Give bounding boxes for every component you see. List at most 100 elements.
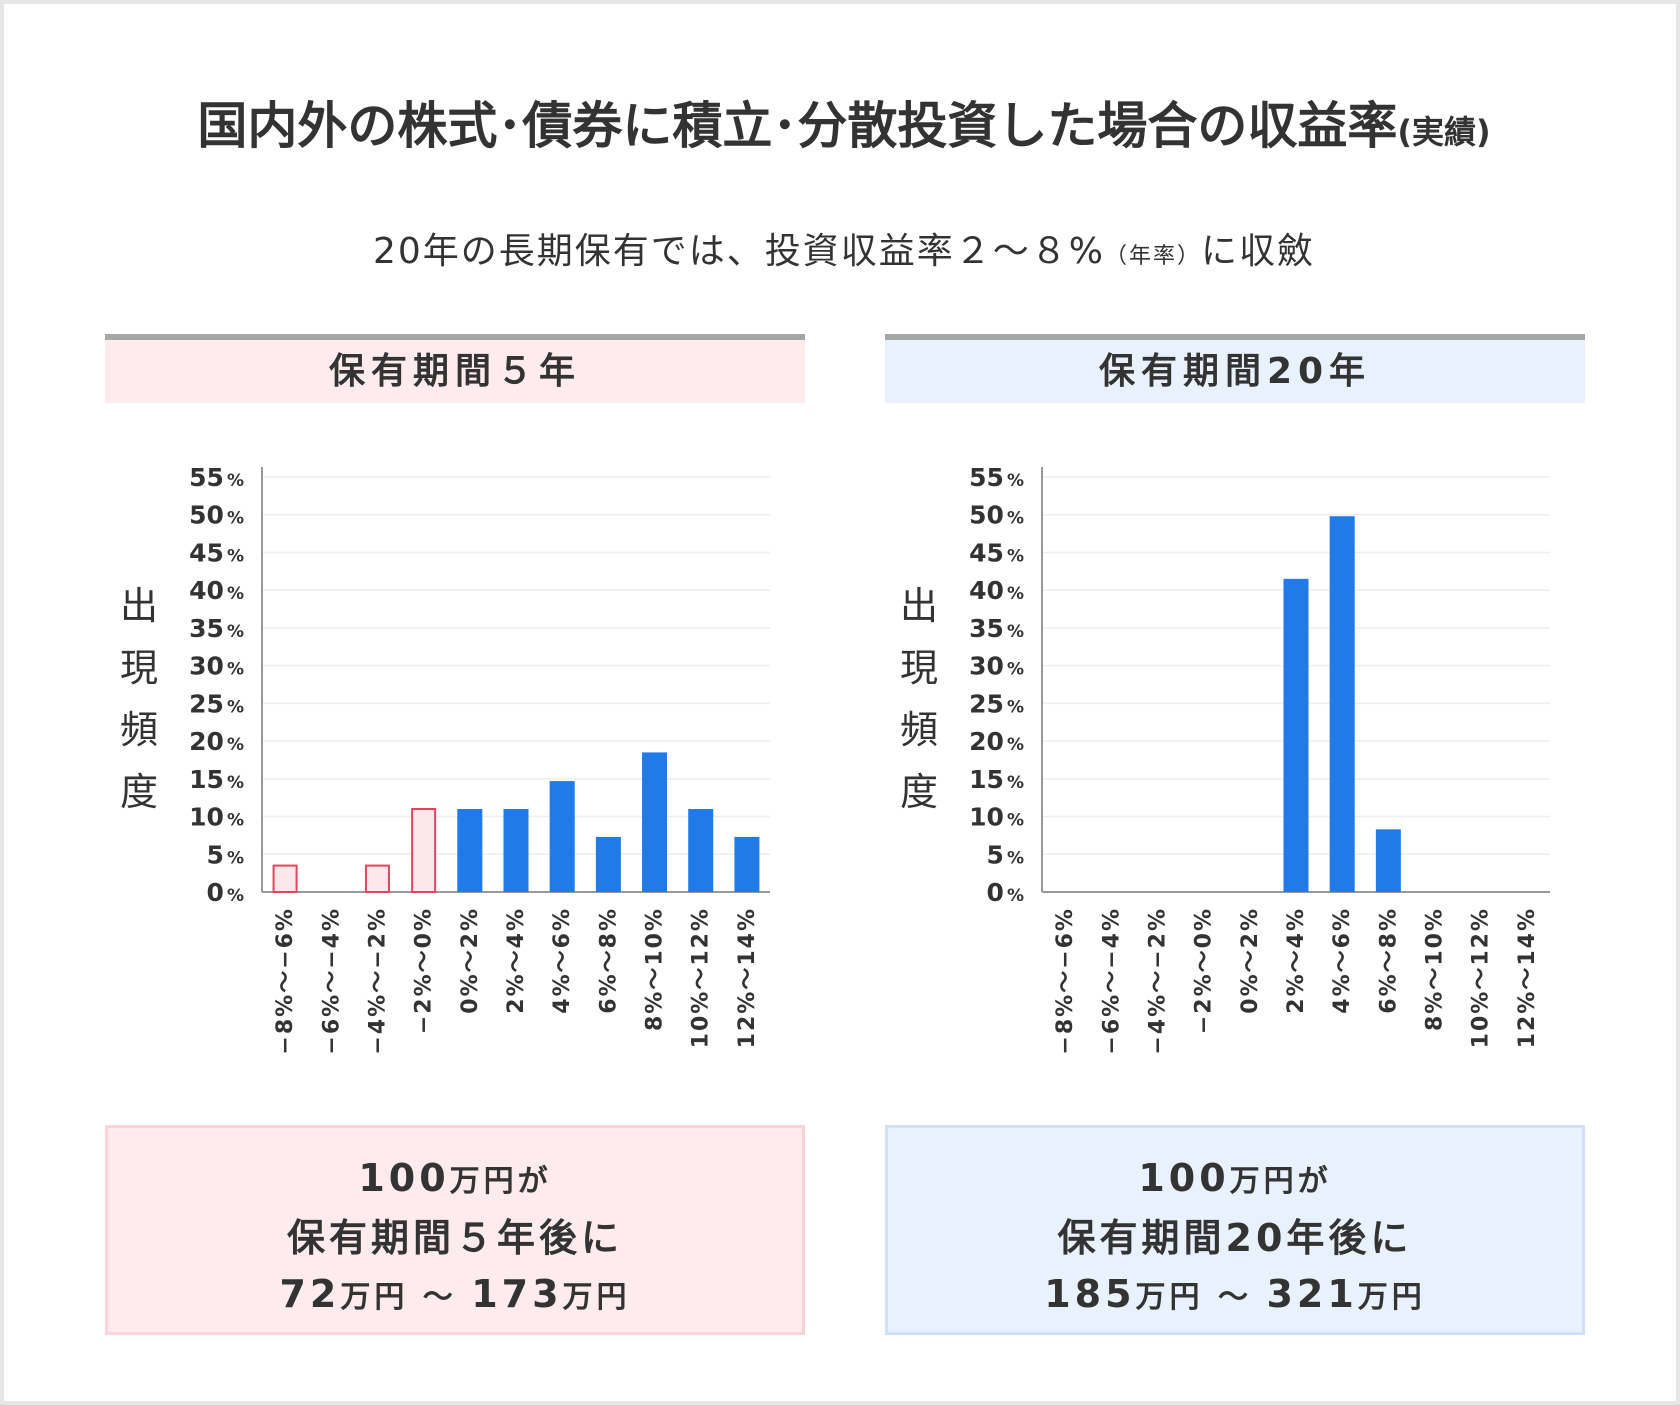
y-tick-label: 20% xyxy=(969,727,1024,756)
chart-20-years-svg: 出現頻度 0 % 5 % 10 % 15 % 20 % 25 % 30 % 35 % 40 % 45 % 50 % 55 % −8… xyxy=(900,463,1550,1055)
y-tick-label: 25% xyxy=(189,689,244,718)
result-box-5-years: 100万円が 保有期間５年後に 72万円 〜 173万円 xyxy=(105,1125,805,1335)
bar xyxy=(1329,516,1355,892)
y-tick-label: 55% xyxy=(969,463,1024,492)
chart-5-years: 出現頻度 0% 5% 10% 15% 20% 25% 30% 35% 40% 45% 50% 55% −8… xyxy=(105,444,805,1104)
y-axis-label-char: 頻 xyxy=(900,708,938,752)
panel-header-20-years: 保有期間20年 xyxy=(885,334,1585,403)
result-amount: 100 xyxy=(358,1156,450,1200)
result-unit: 万円が xyxy=(1229,1164,1332,1199)
x-tick-label: 8%〜10% xyxy=(1423,907,1448,1031)
subtitle-before: 20年の長期保有では、投資収益率２〜８% xyxy=(372,231,1105,272)
y-tick-label: 5% xyxy=(207,840,244,869)
x-tick-label: −6%〜−4% xyxy=(319,907,344,1055)
chart-20-years: 出現頻度 0% 5% 10% 15% 20% 25% 30% 35% 40% 45% 50% 55% −8… xyxy=(885,444,1585,1104)
subtitle-after: に収斂 xyxy=(1201,231,1316,272)
result-max-unit: 万円 xyxy=(562,1280,631,1315)
x-tick-label: −4%〜−2% xyxy=(1145,907,1170,1055)
y-axis-label-char: 度 xyxy=(120,770,158,814)
y-axis-label-char: 頻 xyxy=(120,708,158,752)
y-tick-label: 45% xyxy=(189,538,244,567)
result-max-unit: 万円 xyxy=(1357,1280,1426,1315)
y-tick-label: 10% xyxy=(969,803,1024,832)
result-line-1: 100万円が xyxy=(108,1150,802,1210)
figure-subtitle: 20年の長期保有では、投資収益率２〜８%（年率）に収斂 xyxy=(4,222,1680,274)
bar xyxy=(364,864,390,894)
y-axis-label-char: 出 xyxy=(900,584,938,628)
bar xyxy=(503,809,529,892)
y-tick-label: 40% xyxy=(969,576,1024,605)
x-tick-label: 12%〜14% xyxy=(1515,907,1540,1048)
x-tick-label: −2%〜0% xyxy=(1192,907,1217,1034)
result-line-2: 保有期間20年後に xyxy=(1057,1216,1413,1260)
result-line-1: 100万円が xyxy=(888,1150,1582,1210)
result-amount: 100 xyxy=(1138,1156,1230,1200)
y-tick-label: 15% xyxy=(969,765,1024,794)
y-tick-label: 35% xyxy=(189,614,244,643)
y-axis-label-char: 現 xyxy=(120,646,158,690)
bar xyxy=(272,864,298,894)
y-tick-label: 35% xyxy=(969,614,1024,643)
x-tick-label: 2%〜4% xyxy=(504,907,529,1014)
result-max: 173 xyxy=(471,1272,563,1316)
y-axis-label: 出現頻度 xyxy=(900,584,938,814)
x-tick-label: 4%〜6% xyxy=(550,907,575,1014)
y-tick-label: 55% xyxy=(189,463,244,492)
result-line-3: 72万円 〜 173万円 xyxy=(108,1266,802,1326)
y-tick-label: 25% xyxy=(969,689,1024,718)
bar xyxy=(411,808,437,893)
y-tick-label: 50% xyxy=(189,501,244,530)
bar xyxy=(642,752,668,892)
y-tick-label: 5% xyxy=(987,840,1024,869)
result-max: 321 xyxy=(1266,1272,1358,1316)
x-tick-label: 6%〜8% xyxy=(1376,907,1401,1014)
result-min: 72 xyxy=(279,1272,341,1316)
y-axis-label: 出現頻度 xyxy=(120,584,158,814)
title-main: 国内外の株式･債券に積立･分散投資した場合の収益率 xyxy=(197,97,1398,155)
y-axis-label-char: 出 xyxy=(120,584,158,628)
x-tick-label: −6%〜−4% xyxy=(1099,907,1124,1055)
bar xyxy=(1375,829,1401,892)
result-range-sep: 万円 〜 xyxy=(340,1280,472,1315)
result-min: 185 xyxy=(1044,1272,1136,1316)
x-tick-label: −4%〜−2% xyxy=(365,907,390,1055)
y-tick-label: 30% xyxy=(969,652,1024,681)
x-tick-label: 8%〜10% xyxy=(643,907,668,1031)
bar xyxy=(734,836,760,892)
bar xyxy=(549,781,575,892)
bar xyxy=(1283,578,1309,892)
x-tick-label: 0%〜2% xyxy=(458,907,483,1014)
y-tick-label: 10% xyxy=(189,803,244,832)
x-tick-label: −8%〜−6% xyxy=(1053,907,1078,1055)
figure-title: 国内外の株式･債券に積立･分散投資した場合の収益率(実績) xyxy=(4,86,1680,158)
x-tick-label: 12%〜14% xyxy=(735,907,760,1048)
panel-header-5-years: 保有期間５年 xyxy=(105,334,805,403)
y-axis-label-char: 現 xyxy=(900,646,938,690)
x-tick-label: 10%〜12% xyxy=(1469,907,1494,1048)
chart-5-years-svg: 出現頻度 0 % 5 % 10 % 15 % 20 % 25 % 30 % 35 % 40 % 45 % 50 % 55 % −8… xyxy=(120,463,770,1055)
y-tick-label: 30% xyxy=(189,652,244,681)
bar xyxy=(457,809,483,892)
x-tick-label: 10%〜12% xyxy=(689,907,714,1048)
x-tick-label: 4%〜6% xyxy=(1330,907,1355,1014)
y-tick-label: 45% xyxy=(969,538,1024,567)
x-tick-label: 2%〜4% xyxy=(1284,907,1309,1014)
result-range-sep: 万円 〜 xyxy=(1135,1280,1267,1315)
y-axis-label-char: 度 xyxy=(900,770,938,814)
y-tick-label: 50% xyxy=(969,501,1024,530)
bar xyxy=(688,809,714,892)
result-box-20-years: 100万円が 保有期間20年後に 185万円 〜 321万円 xyxy=(885,1125,1585,1335)
x-tick-label: 0%〜2% xyxy=(1238,907,1263,1014)
subtitle-note: （年率） xyxy=(1105,244,1202,269)
result-line-3: 185万円 〜 321万円 xyxy=(888,1266,1582,1326)
x-tick-label: −8%〜−6% xyxy=(273,907,298,1055)
result-line-2: 保有期間５年後に xyxy=(286,1216,623,1260)
x-tick-label: 6%〜8% xyxy=(596,907,621,1014)
bar xyxy=(595,836,621,892)
y-tick-label: 15% xyxy=(189,765,244,794)
y-tick-label: 0% xyxy=(987,878,1024,907)
y-tick-label: 20% xyxy=(189,727,244,756)
title-suffix: (実績) xyxy=(1397,113,1491,151)
y-tick-label: 40% xyxy=(189,576,244,605)
